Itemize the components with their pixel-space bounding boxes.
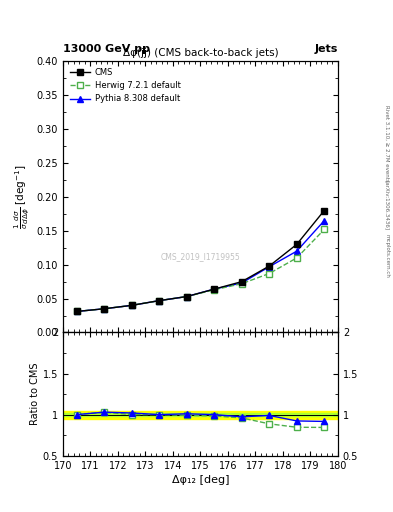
Bar <box>63 411 338 419</box>
Title: Δφ(jj) (CMS back-to-back jets): Δφ(jj) (CMS back-to-back jets) <box>123 48 278 58</box>
Text: mcplots.cern.ch: mcplots.cern.ch <box>385 234 389 278</box>
Y-axis label: Ratio to CMS: Ratio to CMS <box>30 363 40 425</box>
Text: Rivet 3.1.10, ≥ 2.7M events: Rivet 3.1.10, ≥ 2.7M events <box>385 105 389 182</box>
Text: Jets: Jets <box>315 44 338 54</box>
Legend: CMS, Herwig 7.2.1 default, Pythia 8.308 default: CMS, Herwig 7.2.1 default, Pythia 8.308 … <box>67 66 183 106</box>
Text: 13000 GeV pp: 13000 GeV pp <box>63 44 150 54</box>
Bar <box>63 413 338 416</box>
X-axis label: Δφ₁₂ [deg]: Δφ₁₂ [deg] <box>172 475 229 485</box>
Y-axis label: $\frac{1}{\sigma}\frac{d\sigma}{d\Delta\phi}$ [deg$^{-1}$]: $\frac{1}{\sigma}\frac{d\sigma}{d\Delta\… <box>13 164 32 229</box>
Text: [arXiv:1306.3436]: [arXiv:1306.3436] <box>385 180 389 230</box>
Text: CMS_2019_I1719955: CMS_2019_I1719955 <box>161 252 240 261</box>
